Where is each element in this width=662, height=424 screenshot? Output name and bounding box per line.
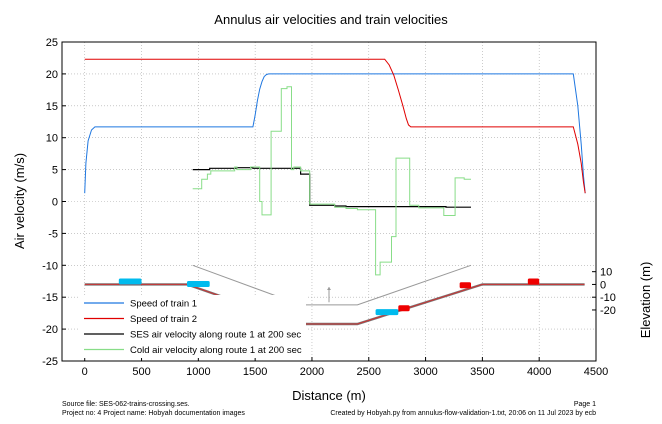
footer-page: Page 1 — [574, 401, 596, 408]
x-tick-label: 1000 — [186, 366, 210, 378]
x-tick-label: 4500 — [584, 366, 608, 378]
x-tick-label: 2500 — [357, 366, 381, 378]
y-tick-label: 20 — [46, 69, 58, 81]
y-tick-label: 0 — [52, 197, 58, 209]
y-tick-label: -25 — [42, 356, 58, 368]
series-line-4 — [192, 86, 471, 276]
y2-tick-label: -10 — [600, 292, 616, 304]
y-tick-label: 5 — [52, 165, 58, 177]
train-block-2 — [459, 282, 472, 289]
legend-label: Speed of train 1 — [130, 299, 197, 310]
footer-source: Source file: SES-062-trains-crossing.ses… — [62, 401, 190, 408]
series-layer — [84, 58, 586, 276]
y-tick-label: -5 — [48, 228, 58, 240]
y-tick-label: 15 — [46, 101, 58, 113]
x-axis-label: Distance (m) — [292, 388, 366, 403]
y-tick-label: -15 — [42, 292, 58, 304]
y-tick-label: 25 — [46, 37, 58, 49]
x-tick-label: 2000 — [300, 366, 324, 378]
series-line-3 — [192, 167, 471, 208]
y-tick-label: 10 — [46, 133, 58, 145]
series-line-1 — [84, 73, 586, 194]
x-tick-label: 500 — [132, 366, 150, 378]
x-tick-label: 4000 — [527, 366, 551, 378]
x-tick-label: 3000 — [413, 366, 437, 378]
x-tick-label: 1500 — [243, 366, 267, 378]
y2-axis-label: Elevation (m) — [638, 262, 653, 339]
series-line-2 — [84, 58, 586, 194]
legend-label: Cold air velocity along route 1 at 200 s… — [130, 345, 302, 356]
legend-label: SES air velocity along route 1 at 200 se… — [130, 330, 301, 341]
train-block-1 — [186, 280, 210, 287]
legend-label: Speed of train 2 — [130, 314, 197, 325]
x-ticks: 0 500 1000 1500 2000 2500 3000 3500 4000 4500 — [82, 357, 608, 378]
train-block-2 — [398, 305, 410, 312]
shaft-arrowhead — [327, 286, 331, 290]
chart-title: Annulus air velocities and train velocit… — [214, 12, 448, 27]
y-tick-label: -20 — [42, 324, 58, 336]
y2-tick-label: -20 — [600, 305, 616, 317]
elevation-profile — [84, 283, 585, 325]
train-block-1 — [375, 309, 399, 316]
y-tick-label: -10 — [42, 260, 58, 272]
footer-created: Created by Hobyah.py from annulus-flow-v… — [330, 410, 596, 417]
tunnel-outline — [192, 264, 472, 306]
legend-box — [80, 295, 306, 358]
y-ticks: -25 -20 -15 -10 -5 0 5 10 15 20 25 — [42, 37, 66, 368]
y2-tick-label: 10 — [600, 267, 612, 279]
train-block-1 — [118, 278, 142, 285]
footer-project: Project no: 4 Project name: Hobyah docum… — [62, 410, 245, 417]
y-axis-label: Air velocity (m/s) — [12, 153, 27, 249]
y2-tick-label: 0 — [600, 279, 606, 291]
train-block-2 — [527, 278, 540, 285]
x-tick-label: 0 — [82, 366, 88, 378]
x-tick-label: 3500 — [470, 366, 494, 378]
legend: Speed of train 1 Speed of train 2 SES air … — [80, 295, 306, 358]
